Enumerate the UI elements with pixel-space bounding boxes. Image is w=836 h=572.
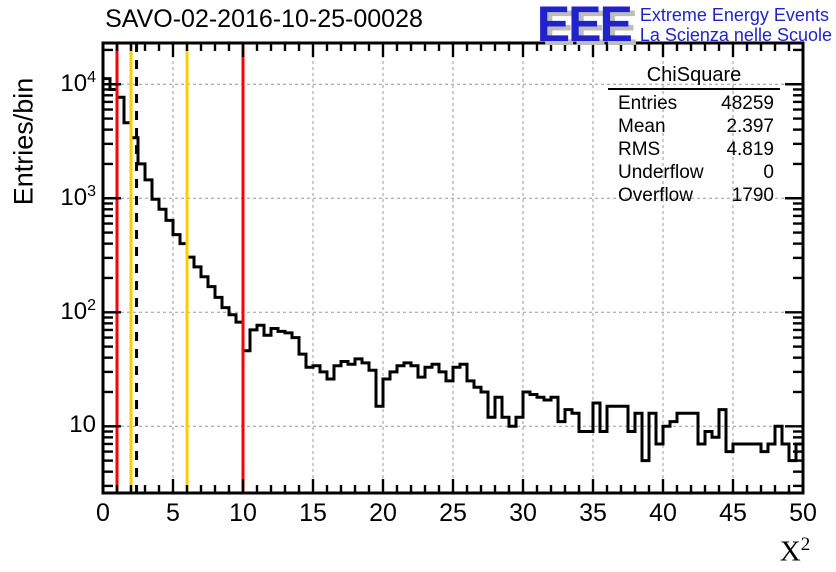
x-tick-label: 45 <box>719 499 747 527</box>
stats-box-title: ChiSquare <box>608 64 780 90</box>
eee-logo: EEE Extreme Energy Events La Scienza nel… <box>536 0 832 52</box>
stats-row-label: Overflow <box>618 185 693 206</box>
x-tick-label: 30 <box>509 499 537 527</box>
stats-row-label: Mean <box>618 116 666 137</box>
x-tick-label: 5 <box>166 499 180 527</box>
stats-row-value: 48259 <box>721 93 774 114</box>
x-tick-label: 0 <box>96 499 110 527</box>
stats-row: Underflow 0 <box>618 161 774 184</box>
plot-title: SAVO-02-2016-10-25-00028 <box>105 5 423 33</box>
stats-row-value: 0 <box>763 162 774 183</box>
y-tick-label-exponent: 3 <box>87 183 96 201</box>
y-tick-label: 103 <box>6 183 96 212</box>
stats-row-label: Entries <box>618 93 678 114</box>
y-tick-label: 102 <box>6 297 96 326</box>
eee-logo-line2: La Scienza nelle Scuole <box>639 25 832 45</box>
stats-row: Mean 2.397 <box>618 115 774 138</box>
x-tick-label: 20 <box>369 499 397 527</box>
x-axis-title: X2 <box>760 534 830 569</box>
x-tick-label: 10 <box>229 499 257 527</box>
x-axis-title-exponent: 2 <box>800 534 811 555</box>
stats-row: Entries 48259 <box>618 92 774 115</box>
histogram-step-line <box>103 77 803 463</box>
y-tick-label-base: 10 <box>69 411 96 439</box>
stats-box: ChiSquare Entries 48259 Mean 2.397 RMS 4.819 U… <box>608 64 780 207</box>
y-tick-label-exponent: 4 <box>87 69 96 87</box>
stats-row-label: Underflow <box>618 162 704 183</box>
eee-logo-letters: EEE <box>536 0 633 52</box>
y-tick-label: 10 <box>6 411 96 439</box>
eee-logo-line1: Extreme Energy Events <box>639 5 829 25</box>
x-tick-label: 35 <box>579 499 607 527</box>
x-axis-title-base: X <box>779 535 801 568</box>
stats-row-value: 2.397 <box>726 116 774 137</box>
x-tick-label: 40 <box>649 499 677 527</box>
stats-box-rows: Entries 48259 Mean 2.397 RMS 4.819 Underflow 0 O… <box>608 90 780 207</box>
x-tick-label: 25 <box>439 499 467 527</box>
eee-logo-text: Extreme Energy Events La Scienza nelle S… <box>640 3 832 45</box>
stats-row-value: 4.819 <box>726 139 774 160</box>
y-tick-label-base: 10 <box>60 298 88 326</box>
stats-row-value: 1790 <box>731 185 774 206</box>
stats-row-label: RMS <box>618 139 661 160</box>
stats-row: Overflow 1790 <box>618 184 774 207</box>
stats-row: RMS 4.819 <box>618 138 774 161</box>
x-tick-label: 15 <box>299 499 327 527</box>
y-tick-label-exponent: 2 <box>87 297 96 315</box>
x-tick-label: 50 <box>789 499 817 527</box>
y-tick-label-base: 10 <box>60 70 88 98</box>
y-tick-label: 104 <box>6 69 96 98</box>
y-tick-label-base: 10 <box>60 184 88 212</box>
